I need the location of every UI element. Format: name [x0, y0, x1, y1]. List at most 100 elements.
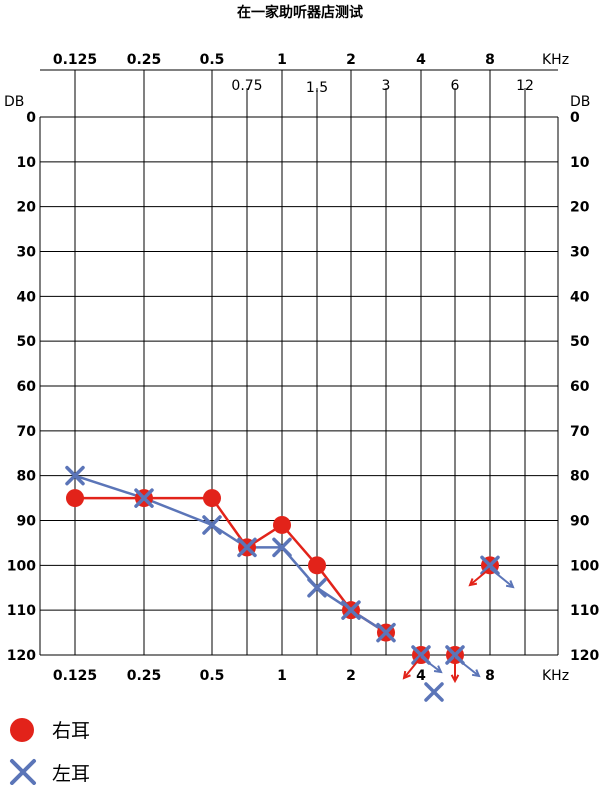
- y-tick-label-left: 10: [17, 155, 37, 171]
- marker-x-stroke: [10, 759, 36, 785]
- y-tick-label-right: 40: [570, 289, 590, 305]
- y-tick-label-left: 120: [7, 648, 36, 664]
- legend-marker-right-ear: [10, 718, 34, 742]
- marker-x-stroke: [376, 622, 396, 643]
- arrow-head: [468, 578, 478, 587]
- x-tick-label-bottom: 0.25: [127, 668, 162, 684]
- arrow-head: [505, 580, 515, 589]
- y-tick-label-left: 90: [17, 514, 37, 530]
- y-tick-label-right: 0: [570, 110, 580, 126]
- y-tick-label-right: 10: [570, 155, 590, 171]
- y-tick-label-right: 70: [570, 424, 590, 440]
- marker-x-stroke: [202, 515, 222, 535]
- y-tick-label-left: 0: [26, 110, 36, 126]
- x-unit-top: KHz: [542, 52, 569, 68]
- arrow-head: [402, 670, 411, 680]
- x-tick-label-bottom: 0.5: [200, 668, 225, 684]
- y-tick-label-right: 100: [570, 558, 599, 574]
- chart-series: [65, 465, 515, 702]
- no-response-arrow-left-ear: [454, 656, 481, 678]
- y-tick-label-right: 80: [570, 469, 590, 485]
- arrow-shaft: [403, 656, 422, 679]
- y-tick-label-right: 110: [570, 603, 599, 619]
- data-point-left-ear: [376, 622, 396, 643]
- legend-label-left-ear: 左耳: [52, 763, 90, 785]
- arrow-head: [450, 674, 460, 684]
- marker-x-stroke: [411, 645, 431, 665]
- arrow-shaft: [420, 656, 442, 673]
- y-tick-label-left: 110: [7, 603, 36, 619]
- x-tick-label-top: 4: [416, 52, 426, 68]
- arrow-shaft: [454, 656, 480, 677]
- y-unit-left: DB: [4, 94, 24, 110]
- data-point-left-ear: [65, 465, 85, 486]
- x-tick-label-top: 1: [277, 52, 287, 68]
- data-point-right-ear: [273, 515, 291, 534]
- x-tick-label-top: 0.5: [200, 52, 225, 68]
- chart-title: 在一家助听器店测试: [237, 4, 363, 21]
- data-point-left-ear-offscale: [424, 682, 444, 702]
- data-point-left-ear: [341, 600, 361, 620]
- arrow-shaft: [489, 567, 514, 588]
- x-tick-label-bottom: 2: [346, 668, 356, 684]
- x-tick-label-bottom: 8: [485, 668, 495, 684]
- y-tick-label-left: 80: [17, 469, 37, 485]
- y-tick-label-left: 100: [7, 558, 36, 574]
- x-tick-label-mid: 6: [451, 78, 460, 94]
- x-tick-label-mid: 3: [382, 78, 391, 94]
- arrow-head: [471, 669, 481, 678]
- y-tick-label-left: 70: [17, 424, 37, 440]
- x-unit-bottom: KHz: [542, 668, 569, 684]
- no-response-arrow-right-ear: [468, 567, 491, 587]
- x-tick-label-top: 0.25: [127, 52, 162, 68]
- legend-label-right-ear: 右耳: [52, 720, 90, 742]
- data-point-right-ear: [66, 489, 84, 508]
- y-tick-label-right: 50: [570, 334, 590, 350]
- data-point-left-ear: [134, 488, 154, 508]
- y-tick-label-right: 30: [570, 245, 590, 261]
- y-tick-label-right: 120: [570, 648, 599, 664]
- x-tick-label-top: 0.125: [53, 52, 97, 68]
- marker-x-stroke: [272, 537, 292, 558]
- x-tick-label-mid: 0.75: [231, 78, 262, 94]
- marker-x-stroke: [445, 645, 465, 665]
- y-tick-label-left: 60: [17, 379, 37, 395]
- y-tick-label-right: 60: [570, 379, 590, 395]
- no-response-arrow-right-ear: [450, 657, 460, 684]
- arrow-shaft: [469, 567, 491, 586]
- y-tick-label-right: 90: [570, 514, 590, 530]
- y-tick-label-right: 20: [570, 200, 590, 216]
- data-point-left-ear: [237, 537, 257, 558]
- data-point-left-ear: [272, 537, 292, 558]
- data-point-left-ear: [307, 578, 327, 598]
- marker-x-stroke: [480, 555, 500, 576]
- marker-x-stroke: [341, 600, 361, 620]
- no-response-arrow-left-ear: [489, 567, 515, 589]
- no-response-arrow-left-ear: [420, 656, 443, 674]
- data-point-left-ear: [480, 555, 500, 576]
- y-tick-label-left: 50: [17, 334, 37, 350]
- x-tick-label-mid: 1.5: [306, 80, 328, 96]
- data-point-right-ear: [308, 556, 326, 575]
- arrow-head: [433, 665, 443, 674]
- marker-x-stroke: [237, 537, 257, 558]
- x-tick-label-mid: 12: [516, 78, 534, 94]
- legend-marker-left-ear: [10, 759, 36, 785]
- marker-x-stroke: [134, 488, 154, 508]
- y-tick-label-left: 20: [17, 200, 37, 216]
- x-tick-label-bottom: 1: [277, 668, 287, 684]
- x-tick-label-bottom: 4: [416, 668, 426, 684]
- data-point-left-ear: [202, 515, 222, 535]
- marker-x-stroke: [65, 465, 85, 486]
- marker-x-stroke: [307, 578, 327, 598]
- y-tick-label-left: 40: [17, 289, 37, 305]
- x-tick-label-top: 8: [485, 52, 495, 68]
- x-tick-label-bottom: 0.125: [53, 668, 97, 684]
- y-unit-right: DB: [570, 94, 590, 110]
- x-tick-label-top: 2: [346, 52, 356, 68]
- data-point-right-ear: [203, 489, 221, 508]
- y-tick-label-left: 30: [17, 245, 37, 261]
